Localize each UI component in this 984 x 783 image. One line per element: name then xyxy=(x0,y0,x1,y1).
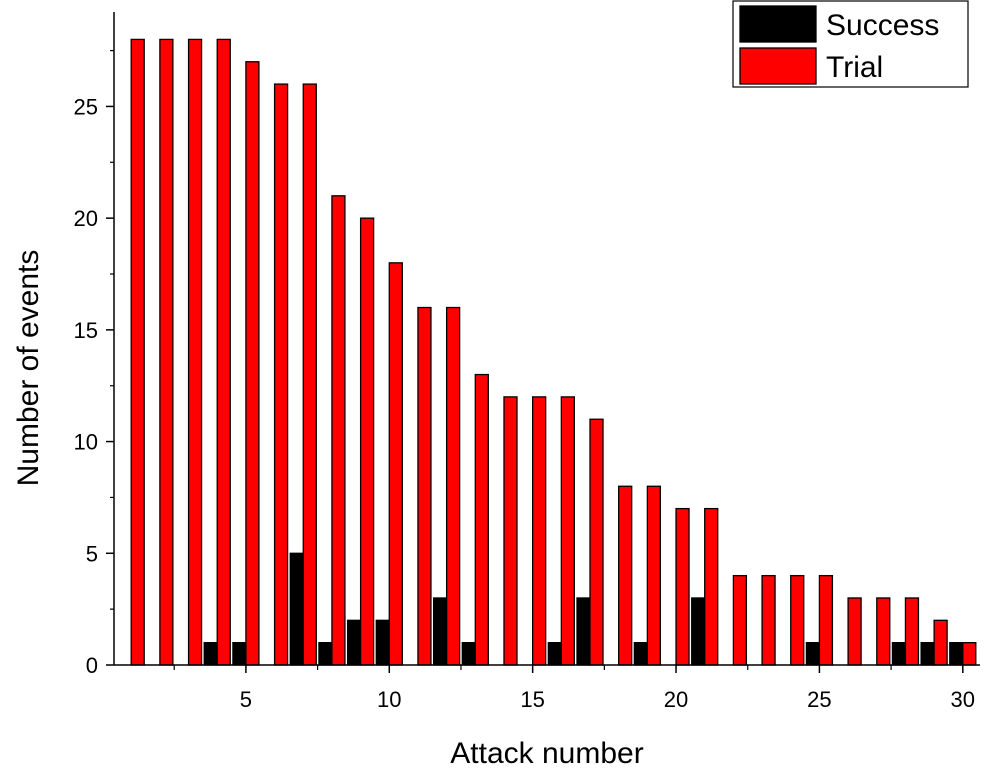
axes-layer: 0 5 10 15 20 25 5 10 15 20 25 30 xyxy=(74,12,980,712)
bar-success-13 xyxy=(461,642,476,666)
legend: Success Trial xyxy=(732,0,969,88)
legend-swatch-success xyxy=(739,5,817,43)
bar-trial-4 xyxy=(216,38,231,666)
legend-label-trial: Trial xyxy=(826,51,883,84)
bar-trial-24 xyxy=(790,574,805,666)
bar-trial-13 xyxy=(474,373,489,666)
y-tick-label-10: 10 xyxy=(74,430,98,455)
legend-label-success: Success xyxy=(826,9,939,42)
bar-success-4 xyxy=(203,642,218,666)
bar-trial-17 xyxy=(589,418,604,666)
bar-trial-3 xyxy=(187,38,203,666)
bar-trial-21 xyxy=(704,507,719,666)
y-tick-label-15: 15 xyxy=(74,318,98,343)
bar-trial-26 xyxy=(847,597,862,666)
bar-success-25 xyxy=(805,642,821,666)
bar-success-29 xyxy=(920,642,935,666)
bar-trial-30 xyxy=(962,642,977,666)
bars-layer xyxy=(130,38,977,666)
bar-trial-22 xyxy=(732,574,748,666)
x-tick-label-10: 10 xyxy=(377,687,401,712)
bar-success-16 xyxy=(547,642,562,666)
bar-trial-25 xyxy=(818,574,834,666)
bar-trial-11 xyxy=(417,306,432,666)
bar-trial-27 xyxy=(876,597,891,666)
x-tick-label-30: 30 xyxy=(951,687,975,712)
x-tick-label-25: 25 xyxy=(807,687,831,712)
bar-trial-6 xyxy=(273,83,289,666)
bar-success-10 xyxy=(375,619,390,666)
bar-success-19 xyxy=(633,642,649,666)
y-tick-label-0: 0 xyxy=(86,653,98,678)
bar-trial-7 xyxy=(302,83,317,666)
bar-trial-18 xyxy=(618,485,633,666)
bar-trial-10 xyxy=(388,262,403,666)
bar-trial-1 xyxy=(130,38,145,666)
bar-trial-12 xyxy=(445,306,461,666)
bar-trial-29 xyxy=(933,619,948,666)
bar-success-30 xyxy=(949,642,964,666)
bar-trial-2 xyxy=(159,38,174,666)
bar-trial-28 xyxy=(904,597,920,666)
bar-success-9 xyxy=(346,619,362,666)
bar-trial-20 xyxy=(675,507,690,666)
bar-trial-23 xyxy=(761,574,776,666)
bar-success-21 xyxy=(691,597,706,666)
bar-trial-5 xyxy=(245,61,260,666)
x-tick-label-5: 5 xyxy=(240,687,252,712)
bar-trial-16 xyxy=(560,396,575,666)
x-tick-label-20: 20 xyxy=(664,687,688,712)
y-tick-label-20: 20 xyxy=(74,206,98,231)
bar-success-8 xyxy=(318,642,333,666)
bar-success-7 xyxy=(289,552,304,666)
bar-trial-9 xyxy=(359,217,375,666)
y-tick-label-25: 25 xyxy=(74,94,98,119)
bar-trial-8 xyxy=(331,195,346,666)
x-tick-label-15: 15 xyxy=(520,687,544,712)
bar-success-28 xyxy=(891,642,907,666)
bar-success-17 xyxy=(576,597,591,666)
x-axis-label: Attack number xyxy=(450,737,643,770)
bar-success-5 xyxy=(232,642,247,666)
bar-success-12 xyxy=(432,597,448,666)
y-tick-label-5: 5 xyxy=(86,541,98,566)
legend-swatch-trial xyxy=(739,47,817,85)
bar-trial-19 xyxy=(646,485,662,666)
y-axis-label: Number of events xyxy=(12,250,45,487)
bar-trial-15 xyxy=(532,396,547,666)
bar-trial-14 xyxy=(503,396,518,666)
